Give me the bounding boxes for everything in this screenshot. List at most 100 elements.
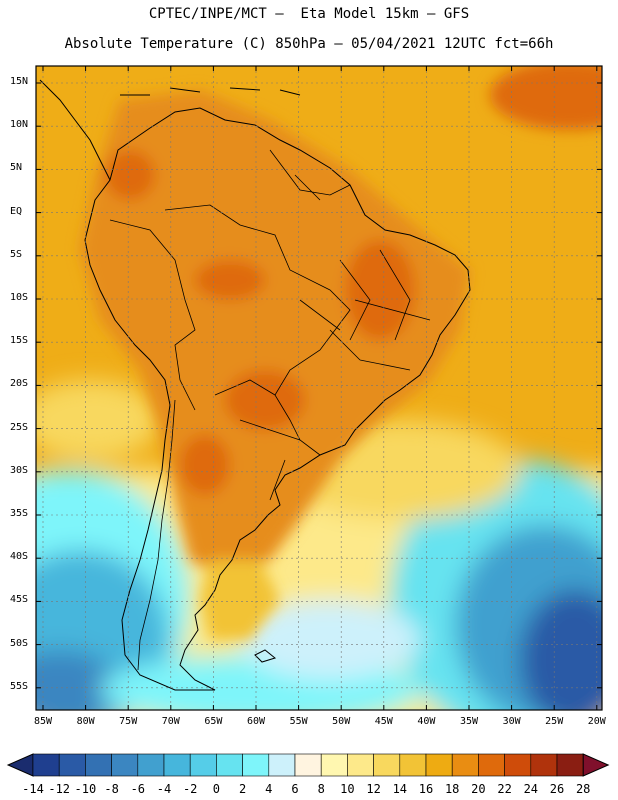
coastline-falklands [254, 649, 277, 663]
colorbar-label: -2 [182, 782, 198, 796]
coastline-south-america [84, 107, 471, 691]
colorbar-swatch [451, 753, 479, 777]
lon-label: 70W [161, 716, 180, 727]
field-peru-hot [195, 260, 265, 300]
colorbar-label: 4 [265, 782, 273, 796]
lat-label: 40S [10, 551, 29, 563]
field-pacific-deep [36, 650, 120, 710]
colorbar-swatch [111, 753, 139, 777]
colorbar-label: -6 [130, 782, 146, 796]
colorbar-label: 24 [523, 782, 539, 796]
lon-label: 75W [119, 716, 138, 727]
colorbar-label: 28 [575, 782, 591, 796]
lon-label: 55W [289, 716, 308, 727]
coastlines [39, 79, 471, 691]
field-brazil-hot [345, 240, 415, 340]
axis-ticks [36, 66, 602, 710]
border-paraguay-argentina [214, 379, 301, 501]
border-guianas [269, 149, 351, 201]
field-argentina-hot [180, 435, 230, 495]
lon-label: 60W [246, 716, 266, 727]
field-colombia-hot [105, 150, 155, 200]
field-caribbean-hot [490, 66, 602, 130]
colorbar-label: 12 [366, 782, 381, 796]
lat-label: 35S [10, 508, 29, 519]
colorbar-swatch [85, 753, 112, 777]
lon-label: 35W [459, 716, 479, 727]
colorbar-label: -4 [156, 782, 172, 796]
lon-label: 65W [204, 716, 223, 727]
colorbar-label: -10 [74, 782, 97, 796]
colorbar-swatch [556, 753, 584, 777]
colorbar-swatch [294, 753, 322, 777]
colorbar-swatch [530, 753, 558, 777]
colorbar-swatch [268, 753, 296, 777]
colorbar-swatch [163, 753, 191, 777]
colorbar-label: 10 [340, 782, 355, 796]
coastline-central-america [39, 79, 111, 181]
map-title-line2: Absolute Temperature (C) 850hPa – 05/04/… [64, 36, 554, 52]
colorbar-label: -8 [104, 782, 119, 796]
colorbar-swatch [399, 753, 427, 777]
colorbar-label: -14 [22, 782, 44, 796]
lon-label: 50W [332, 716, 351, 727]
field-south-white [240, 600, 420, 680]
lon-label: 20W [587, 716, 606, 727]
colorbar-under-arrow [6, 753, 34, 777]
border-brazil-states [299, 249, 431, 371]
lat-label: 10S [10, 292, 29, 303]
colorbar-label: 8 [317, 782, 325, 796]
colorbar-swatch [216, 753, 243, 777]
field-paraguay-hot [225, 370, 305, 430]
field-pacific-yellow [36, 380, 160, 460]
colorbar [6, 753, 610, 777]
colorbar-label: 18 [444, 782, 460, 796]
lat-label: 10N [10, 119, 29, 131]
colorbar-swatch [242, 753, 270, 777]
country-borders [109, 149, 431, 671]
graticule [36, 66, 602, 710]
colorbar-swatch [478, 753, 505, 777]
lat-label: 5S [10, 248, 23, 260]
colorbar-swatch [189, 753, 217, 777]
colorbar-label: 6 [291, 782, 299, 796]
lon-label: 30W [502, 716, 521, 727]
lon-label: 40W [417, 716, 436, 727]
lat-label: 25S [10, 421, 29, 433]
colorbar-swatch [320, 753, 348, 777]
colorbar-swatch [137, 753, 165, 777]
border-brazil-west [164, 204, 351, 456]
colorbar-swatch [373, 753, 401, 777]
colorbar-label: 16 [418, 782, 434, 796]
field-patagonia-yellow [200, 560, 280, 640]
colorbar-swatch [58, 753, 86, 777]
colorbar-label: 2 [238, 782, 247, 796]
lat-label: 50S [10, 637, 29, 649]
temperature-field [36, 66, 602, 710]
lat-label: 15S [10, 335, 29, 347]
lat-label: EQ [10, 205, 23, 217]
colorbar-swatch [32, 753, 60, 777]
lon-label: 80W [76, 716, 95, 727]
lat-label: 15N [10, 76, 29, 87]
colorbar-label: 26 [549, 782, 565, 796]
colorbar-label: -12 [48, 782, 71, 796]
lat-label: 5N [10, 162, 23, 174]
lon-label: 25W [545, 716, 564, 727]
border-argentina-chile [137, 399, 176, 671]
lat-label: 30S [10, 464, 29, 476]
lon-label: 45W [374, 716, 393, 727]
map-frame [35, 65, 603, 711]
border-andean [109, 219, 196, 411]
colorbar-label: 0 [212, 782, 220, 796]
colorbar-over-arrow [582, 753, 610, 777]
colorbar-swatch [347, 753, 374, 777]
lat-label: 45S [10, 594, 29, 606]
field-atlantic-deep [520, 590, 602, 710]
colorbar-swatch [504, 753, 532, 777]
colorbar-swatch [425, 753, 453, 777]
colorbar-label: 20 [471, 782, 486, 796]
lon-label: 85W [33, 716, 53, 727]
colorbar-label: 22 [497, 782, 512, 796]
